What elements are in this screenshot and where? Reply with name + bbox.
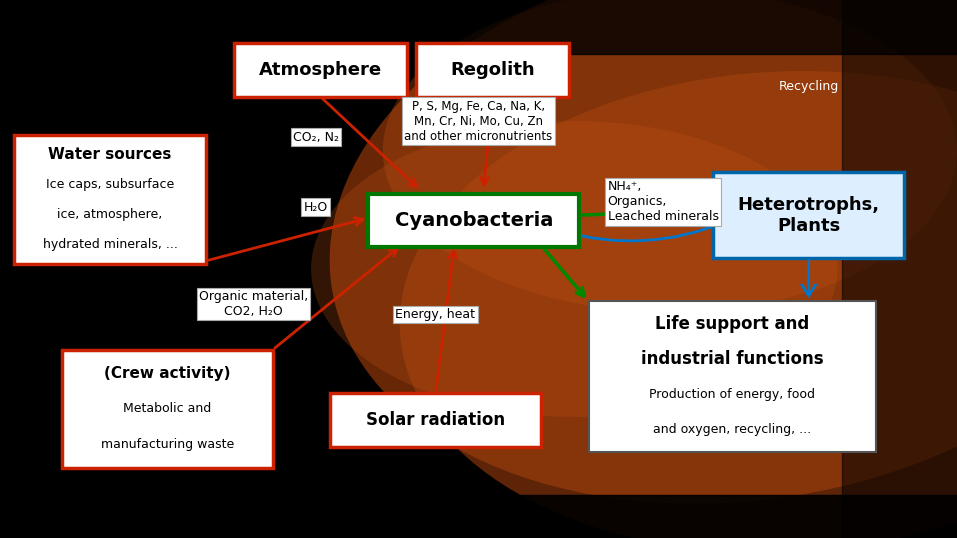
- FancyBboxPatch shape: [589, 301, 876, 452]
- Text: P, S, Mg, Fe, Ca, Na, K,
Mn, Cr, Ni, Mo, Cu, Zn
and other micronutrients: P, S, Mg, Fe, Ca, Na, K, Mn, Cr, Ni, Mo,…: [405, 100, 552, 143]
- FancyBboxPatch shape: [416, 43, 569, 97]
- FancyBboxPatch shape: [368, 194, 579, 247]
- Text: Atmosphere: Atmosphere: [259, 61, 382, 79]
- FancyBboxPatch shape: [0, 0, 957, 54]
- Text: Energy, heat: Energy, heat: [395, 308, 476, 321]
- Text: CO₂, N₂: CO₂, N₂: [293, 131, 339, 144]
- FancyBboxPatch shape: [0, 495, 957, 538]
- Ellipse shape: [383, 0, 957, 312]
- Text: Recycling: Recycling: [779, 80, 838, 93]
- Text: Water sources: Water sources: [49, 146, 171, 161]
- Text: manufacturing waste: manufacturing waste: [100, 438, 234, 451]
- Text: Metabolic and: Metabolic and: [123, 402, 211, 415]
- Text: Production of energy, food: Production of energy, food: [649, 387, 815, 401]
- FancyArrowPatch shape: [478, 174, 807, 241]
- Ellipse shape: [329, 0, 957, 504]
- Ellipse shape: [400, 71, 957, 538]
- Text: and oxygen, recycling, ...: and oxygen, recycling, ...: [653, 423, 812, 436]
- Text: ice, atmosphere,: ice, atmosphere,: [57, 208, 163, 221]
- FancyBboxPatch shape: [842, 0, 957, 538]
- FancyArrowPatch shape: [802, 261, 815, 296]
- Text: Ice caps, subsurface: Ice caps, subsurface: [46, 178, 174, 190]
- Text: NH₄⁺,
Organics,
Leached minerals: NH₄⁺, Organics, Leached minerals: [608, 180, 719, 223]
- Text: Organic material,
CO2, H₂O: Organic material, CO2, H₂O: [199, 290, 308, 318]
- FancyBboxPatch shape: [0, 0, 191, 538]
- Text: industrial functions: industrial functions: [641, 350, 823, 368]
- Text: hydrated minerals, ...: hydrated minerals, ...: [43, 238, 177, 251]
- Text: H₂O: H₂O: [303, 201, 328, 214]
- FancyBboxPatch shape: [62, 350, 273, 468]
- Text: Life support and: Life support and: [655, 315, 810, 333]
- FancyBboxPatch shape: [14, 134, 206, 264]
- Text: Regolith: Regolith: [451, 61, 535, 79]
- FancyBboxPatch shape: [234, 43, 407, 97]
- FancyBboxPatch shape: [713, 172, 904, 258]
- Text: Cyanobacteria: Cyanobacteria: [394, 211, 553, 230]
- Text: Heterotrophs,
Plants: Heterotrophs, Plants: [738, 196, 879, 235]
- FancyBboxPatch shape: [330, 393, 541, 447]
- Text: Solar radiation: Solar radiation: [366, 410, 505, 429]
- Text: (Crew activity): (Crew activity): [104, 365, 231, 380]
- Ellipse shape: [311, 121, 837, 417]
